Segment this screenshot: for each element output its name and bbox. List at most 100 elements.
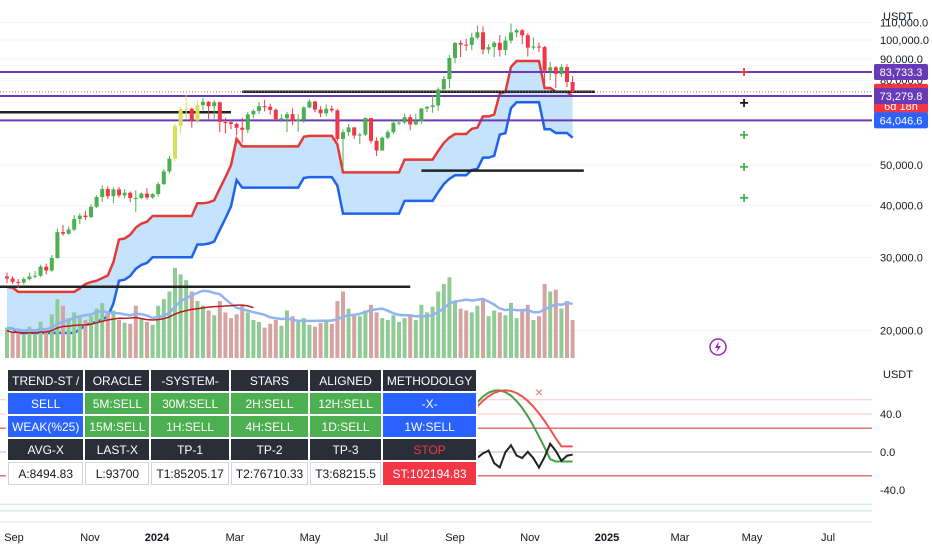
price-axis[interactable]: USDT110,000.0100,000.090,000.080,000.050… [880,11,929,338]
volume-bar [391,315,396,358]
volume-trend-line [6,304,254,335]
price-tag-label: 64,046.6 [880,115,923,127]
panel-cell: T3:68215.5 [310,462,381,485]
volume-bar [167,291,172,358]
volume-bar [173,267,177,358]
volume-bar [570,320,575,358]
volume-bar [301,318,306,358]
volume-bar [430,306,435,358]
candle-body [105,189,110,197]
candle-body [408,117,413,125]
panel-cell: T2:76710.33 [230,462,309,485]
candle-body [419,108,424,121]
volume-bar [72,312,77,358]
candle-body [133,197,138,199]
signal-marker: + [739,190,748,207]
price-axis-label: 50,000.0 [880,160,923,172]
candle-body [189,108,194,121]
osc-axis-label: 40.0 [880,409,901,421]
candle-body [341,132,345,139]
panel-cell: AVG-X [8,439,84,460]
volume-bar [234,314,239,358]
volume-bar [425,312,429,358]
time-axis-label: 2024 [145,532,170,544]
price-tag-label: 83,733.3 [880,67,923,79]
panel-cell: 5M:SELL [85,393,150,414]
panel-cell: TREND-ST / [8,370,84,391]
time-axis-label: Sep [4,532,24,544]
volume-bar [279,325,284,358]
candle-body [335,110,340,139]
panel-cell: 2H:SELL [230,393,309,414]
volume-bar [436,291,441,358]
price-tag-label: 73,279.8 [880,91,923,103]
volume-bar [497,312,502,358]
volume-bar [133,305,138,358]
volume-bar [329,323,334,358]
candle-body [542,47,547,71]
volume-bar [441,283,446,358]
volume-bar [509,302,513,358]
candle-body [413,120,418,125]
candle-body [100,189,105,198]
panel-cell: ORACLE [85,370,150,391]
candle-body [178,109,183,126]
time-axis-label: May [742,532,763,544]
volume-bar [525,304,530,358]
candle-body [329,108,334,111]
candle-body [279,118,284,120]
price-tag [874,88,928,105]
candle-body [570,82,575,92]
currency-label: USDT [883,369,913,381]
volume-bar [178,274,183,358]
signal-markers: + + + + + [739,64,748,207]
candle-body [402,117,407,123]
volume-bar [531,320,536,358]
volume-bar [89,316,93,358]
candle-body [559,67,564,74]
volume-bar [251,320,256,358]
candle-body [357,134,362,136]
candle-body [251,110,256,115]
volume-bar [206,310,211,358]
candle-body [10,278,15,282]
candle-body [318,109,323,114]
time-axis[interactable]: Sep Nov 2024 Mar May Jul Sep Nov 2025 Mar May Jul [0,521,872,544]
price-tag [874,63,928,80]
candle-body [469,37,474,45]
panel-cell: -SYSTEM- [151,370,229,391]
volume-bar [503,315,508,358]
candle-body [206,101,211,107]
price-axis-label: 20,000.0 [880,326,923,338]
lightning-icon[interactable] [709,338,727,356]
candle-body [44,266,49,271]
candle-body [553,67,558,74]
candle-body [273,109,278,120]
candle-body [94,197,99,207]
time-axis-label: Mar [226,532,245,544]
volume-bar [419,304,424,358]
volume-bar [33,332,37,358]
volume-bar [66,318,71,358]
volume-bar [161,299,166,358]
panel-row-3: AVG-X LAST-X TP-1 TP-2 TP-3 STOP [8,439,477,460]
time-axis-label: Nov [80,532,100,544]
candle-body [492,42,497,48]
volume-bar [10,331,15,358]
volume-bar [369,304,373,358]
candle-body [257,106,261,111]
candle-body [139,193,144,198]
volume-bar [397,321,401,358]
panel-cell: T1:85205.17 [151,462,229,485]
candle-body [324,108,329,114]
candle-body [285,114,289,119]
candle-body [212,102,217,107]
candle-body [128,192,133,198]
volume-bar [268,323,273,358]
candle-body [548,67,553,71]
volume-bar [217,301,222,358]
candle-body [397,122,401,124]
candle-body [38,266,43,276]
volume-bar [548,291,553,358]
candle-body [111,189,116,197]
